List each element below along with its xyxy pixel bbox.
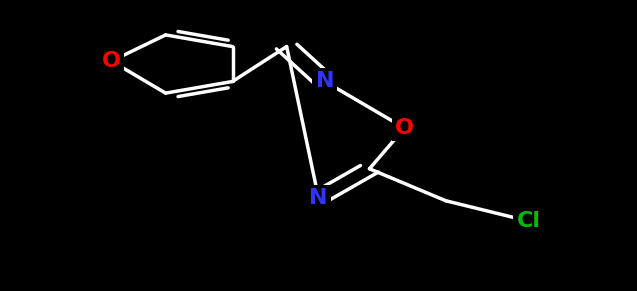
Text: N: N [309, 188, 328, 208]
Text: O: O [395, 118, 414, 138]
Text: O: O [102, 51, 121, 71]
Text: N: N [315, 72, 334, 91]
Text: Cl: Cl [517, 211, 541, 231]
